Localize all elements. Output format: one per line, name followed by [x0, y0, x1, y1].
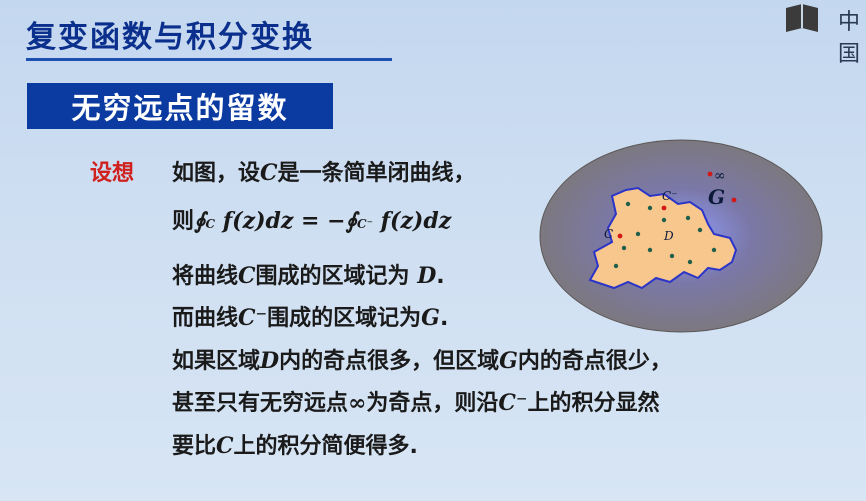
- pole-near-c: [617, 233, 623, 239]
- text-line-1: 如图，设C是一条简单闭曲线，: [172, 160, 476, 186]
- title-underline: [26, 58, 392, 61]
- text-line-3: 将曲线C围成的区域记为 D.: [172, 263, 445, 289]
- pole-near-cminus: [661, 205, 667, 211]
- logo-icon: [786, 4, 818, 32]
- singular-points: [613, 201, 717, 269]
- label-infinity: ∞: [714, 168, 726, 184]
- text-line-7: 要比C上的积分简便得多.: [172, 433, 418, 459]
- text-line-5: 如果区域D内的奇点很多，但区域G内的奇点很少，: [172, 348, 672, 374]
- course-title: 复变函数与积分变换: [26, 20, 314, 55]
- section-title: 无穷远点的留数: [27, 83, 333, 129]
- suppose-label: 设想: [90, 161, 135, 186]
- label-d: D: [663, 229, 674, 243]
- label-c: C: [604, 227, 613, 241]
- label-cminus: C⁻: [662, 189, 678, 203]
- text-line-2-equation: 则∮C f(z)dz = −∮C⁻ f(z)dz: [172, 208, 452, 234]
- logo-text: 中国: [838, 10, 861, 67]
- pole-g: [731, 197, 737, 203]
- region-diagram: G D C C⁻ ∞: [539, 139, 823, 333]
- text-line-4: 而曲线C⁻围成的区域记为G.: [172, 305, 449, 331]
- pole-infinity: [707, 171, 713, 177]
- inner-region-d: [588, 186, 738, 290]
- label-g: G: [708, 185, 725, 209]
- text-line-6: 甚至只有无穷远点∞为奇点，则沿C⁻上的积分显然: [172, 390, 660, 416]
